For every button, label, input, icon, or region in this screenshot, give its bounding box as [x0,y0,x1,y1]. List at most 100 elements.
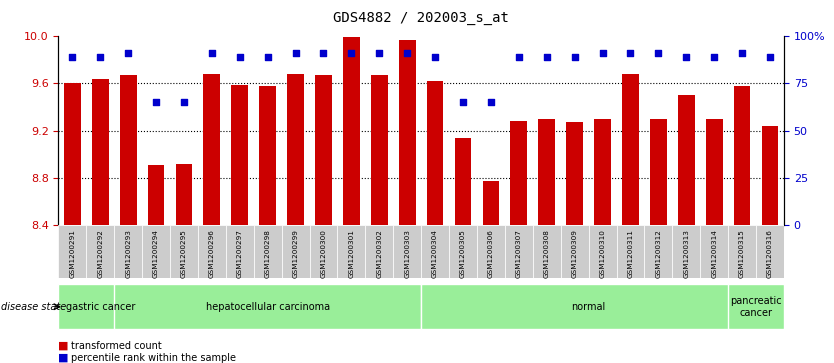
Text: GSM1200304: GSM1200304 [432,229,438,278]
Bar [203,74,220,225]
Point [568,54,581,60]
Text: GSM1200292: GSM1200292 [98,229,103,278]
Point [707,54,721,60]
Bar [338,225,365,278]
Point [289,50,302,56]
Bar [64,83,81,225]
Bar [394,225,421,278]
Point [429,54,442,60]
Point [233,54,246,60]
Text: GSM1200309: GSM1200309 [571,229,578,278]
Text: ■: ■ [58,352,69,363]
Bar [560,225,589,278]
Point [149,99,163,105]
Text: GSM1200316: GSM1200316 [767,229,773,278]
Text: GSM1200299: GSM1200299 [293,229,299,278]
Bar [505,225,533,278]
Bar [678,95,695,225]
Bar [728,225,756,278]
Bar [421,225,449,278]
Text: GSM1200306: GSM1200306 [488,229,494,278]
Bar [455,138,471,225]
Point [485,99,498,105]
Point [66,54,79,60]
Bar [58,284,142,329]
Bar [449,225,477,278]
Text: GSM1200310: GSM1200310 [600,229,605,278]
Bar [483,182,500,225]
Bar [539,119,555,225]
Point [456,99,470,105]
Bar [756,225,784,278]
Bar [421,284,756,329]
Bar [533,225,560,278]
Text: GSM1200302: GSM1200302 [376,229,382,278]
Bar [176,164,193,225]
Bar [622,74,639,225]
Text: GSM1200313: GSM1200313 [683,229,689,278]
Bar [616,225,645,278]
Point [400,50,414,56]
Point [736,50,749,56]
Text: GSM1200294: GSM1200294 [153,229,159,278]
Bar [114,225,142,278]
Text: normal: normal [571,302,605,312]
Text: GSM1200295: GSM1200295 [181,229,187,278]
Bar [254,225,282,278]
Text: GDS4882 / 202003_s_at: GDS4882 / 202003_s_at [334,11,509,25]
Point [595,50,609,56]
Text: GSM1200312: GSM1200312 [656,229,661,278]
Point [373,50,386,56]
Bar [114,284,421,329]
Text: ■: ■ [58,340,69,351]
Text: GSM1200296: GSM1200296 [208,229,215,278]
Text: GSM1200298: GSM1200298 [264,229,271,278]
Text: GSM1200314: GSM1200314 [711,229,717,278]
Text: GSM1200303: GSM1200303 [404,229,410,278]
Point [178,99,191,105]
Point [205,50,219,56]
Text: gastric cancer: gastric cancer [66,302,135,312]
Text: percentile rank within the sample: percentile rank within the sample [71,352,236,363]
Point [122,50,135,56]
Bar [148,165,164,225]
Bar [287,74,304,225]
Bar [92,79,108,225]
Text: GSM1200308: GSM1200308 [544,229,550,278]
Point [763,54,776,60]
Point [651,50,665,56]
Text: GSM1200300: GSM1200300 [320,229,326,278]
Bar [701,225,728,278]
Bar [728,284,784,329]
Bar [226,225,254,278]
Bar [282,225,309,278]
Bar [365,225,394,278]
Bar [315,75,332,225]
Text: GSM1200305: GSM1200305 [460,229,466,278]
Bar [309,225,338,278]
Bar [589,225,616,278]
Point [680,54,693,60]
Bar [58,225,86,278]
Text: pancreatic
cancer: pancreatic cancer [731,296,781,318]
Bar [510,121,527,225]
Text: GSM1200307: GSM1200307 [516,229,522,278]
Bar [86,225,114,278]
Point [624,50,637,56]
Bar [477,225,505,278]
Point [93,54,107,60]
Bar [645,225,672,278]
Point [344,50,358,56]
Text: GSM1200301: GSM1200301 [349,229,354,278]
Point [540,54,554,60]
Bar [170,225,198,278]
Bar [672,225,701,278]
Bar [427,81,444,225]
Point [317,50,330,56]
Bar [371,75,388,225]
Point [261,54,274,60]
Bar [761,126,778,225]
Text: GSM1200293: GSM1200293 [125,229,131,278]
Text: transformed count: transformed count [71,340,162,351]
Bar [198,225,226,278]
